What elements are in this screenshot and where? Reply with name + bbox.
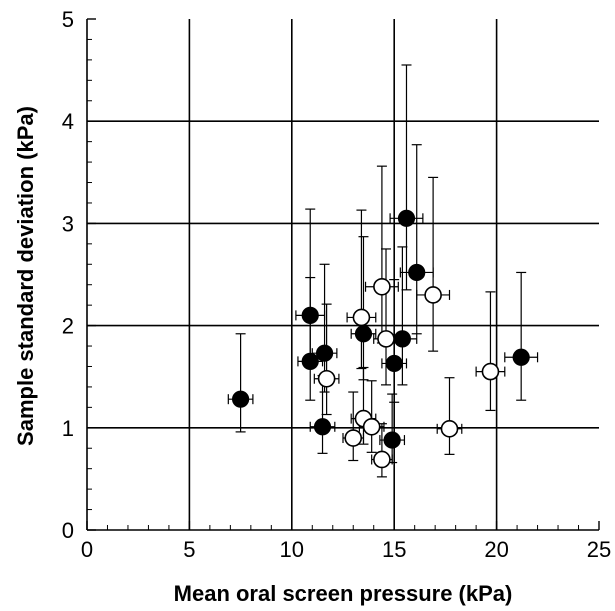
y-tick-label: 4 (62, 109, 74, 134)
y-tick-label: 1 (62, 416, 74, 441)
x-tick-label: 25 (587, 537, 611, 562)
y-tick-label: 3 (62, 211, 74, 236)
x-tick-label: 15 (382, 537, 406, 562)
filled-data-point (354, 325, 373, 343)
open-data-point (481, 362, 500, 381)
filled-data-point (393, 330, 411, 348)
open-data-point (424, 286, 442, 304)
filled-data-point (383, 431, 401, 449)
open-data-point (440, 420, 459, 438)
x-tick-label: 0 (81, 537, 93, 562)
filled-data-point (315, 344, 334, 362)
x-tick-label: 5 (183, 537, 195, 562)
open-data-point (317, 369, 336, 388)
open-data-point (377, 330, 395, 348)
open-data-point (344, 429, 363, 447)
x-tick-label: 20 (484, 537, 508, 562)
filled-data-point (232, 390, 250, 408)
y-tick-labels: 0 1 2 3 4 5 (62, 7, 74, 543)
filled-data-point (301, 306, 319, 324)
x-tick-labels: 0 5 10 15 20 25 (81, 537, 611, 562)
y-axis-title: Sample standard deviation (kPa) (13, 106, 38, 446)
open-data-point (373, 277, 391, 296)
y-tick-label: 0 (62, 518, 74, 543)
open-data-point (362, 417, 381, 436)
grid (87, 19, 599, 530)
y-tick-label: 2 (62, 314, 74, 339)
open-data-point (352, 308, 371, 327)
y-tick-label: 5 (62, 7, 74, 32)
filled-data-point (301, 352, 319, 370)
filled-data-point (313, 418, 332, 436)
axes (86, 18, 600, 531)
open-data-point (373, 450, 391, 469)
error-bars (227, 64, 539, 478)
filled-data-point (408, 263, 426, 282)
filled-data-point (512, 348, 530, 366)
x-axis-title: Mean oral screen pressure (kPa) (174, 581, 513, 606)
x-tick-label: 10 (280, 537, 304, 562)
filled-data-point (397, 209, 416, 227)
filled-data-point (385, 354, 403, 373)
minor-ticks (87, 38, 580, 530)
data-points (232, 209, 530, 469)
